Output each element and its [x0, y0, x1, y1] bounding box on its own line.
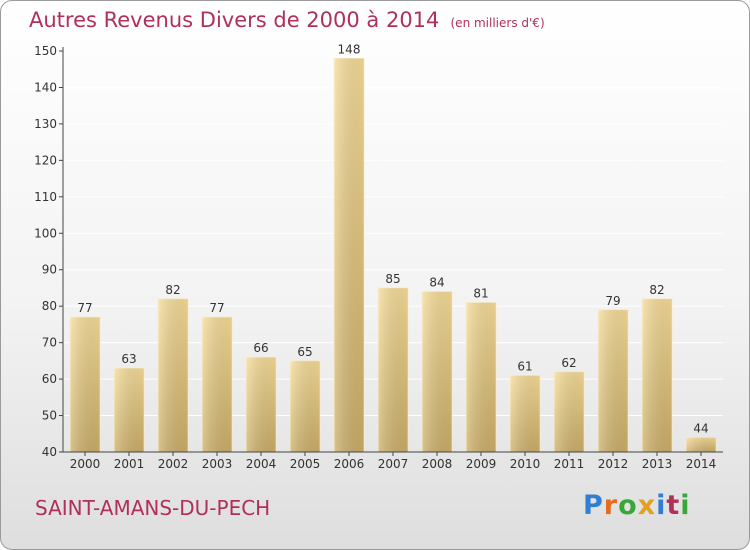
x-tick-label: 2013 — [642, 457, 673, 471]
proxiti-logo: Proxiti — [583, 490, 691, 521]
logo-letter: P — [583, 490, 604, 521]
x-tick-label: 2009 — [466, 457, 497, 471]
logo-letter: i — [680, 490, 691, 521]
value-label-2011: 62 — [561, 356, 576, 370]
y-tick-label: 40 — [42, 445, 57, 459]
y-tick-label: 50 — [42, 409, 57, 423]
value-label-2010: 61 — [517, 359, 532, 373]
value-label-2009: 81 — [473, 287, 488, 301]
value-label-2006: 148 — [338, 42, 361, 56]
x-tick-label: 2002 — [158, 457, 189, 471]
logo-letter: i — [656, 490, 667, 521]
y-tick-label: 140 — [34, 80, 57, 94]
value-label-2000: 77 — [77, 301, 92, 315]
x-tick-label: 2014 — [686, 457, 717, 471]
bar-shade-2007 — [378, 287, 408, 452]
x-tick-label: 2003 — [202, 457, 233, 471]
x-tick-label: 2000 — [70, 457, 101, 471]
commune-name: SAINT-AMANS-DU-PECH — [35, 496, 271, 520]
bar-shade-2011 — [554, 371, 584, 452]
value-label-2013: 82 — [649, 283, 664, 297]
bar-shade-2012 — [598, 309, 628, 452]
chart-title: Autres Revenus Divers de 2000 à 2014 (en… — [29, 8, 545, 32]
y-tick-label: 110 — [34, 190, 57, 204]
bar-shade-2008 — [422, 291, 452, 452]
x-tick-label: 2004 — [246, 457, 277, 471]
logo-letter: t — [666, 490, 681, 521]
bars: 77 63 82 77 66 65 148 85 84 81 61 62 79 82 44 — [69, 42, 717, 453]
x-tick-label: 2005 — [290, 457, 321, 471]
y-tick-label: 130 — [34, 117, 57, 131]
logo-letter: r — [603, 490, 619, 521]
x-tick-label: 2008 — [422, 457, 453, 471]
value-label-2005: 65 — [297, 345, 312, 359]
bar-shade-2003 — [202, 317, 232, 452]
bar-shade-2002 — [158, 298, 188, 452]
value-label-2002: 82 — [165, 283, 180, 297]
y-tick-label: 90 — [42, 263, 57, 277]
value-label-2007: 85 — [385, 272, 400, 286]
bar-shade-2004 — [246, 357, 276, 452]
title-text: Autres Revenus Divers de 2000 à 2014 — [29, 8, 440, 32]
value-label-2003: 77 — [209, 301, 224, 315]
bar-shade-2006 — [334, 58, 364, 453]
value-label-2008: 84 — [429, 276, 444, 290]
value-label-2012: 79 — [605, 294, 620, 308]
bar-shade-2000 — [70, 317, 100, 452]
value-label-2001: 63 — [121, 352, 136, 366]
x-tick-label: 2010 — [510, 457, 541, 471]
y-tick-label: 150 — [34, 44, 57, 58]
bar-shade-2013 — [642, 298, 672, 452]
logo-letter: x — [637, 490, 657, 521]
bar-shade-2009 — [466, 302, 496, 452]
bar-shade-2010 — [510, 375, 540, 452]
y-tick-label: 80 — [42, 299, 57, 313]
x-tick-label: 2012 — [598, 457, 629, 471]
y-tick-label: 60 — [42, 372, 57, 386]
x-tick-label: 2007 — [378, 457, 409, 471]
value-label-2004: 66 — [253, 341, 268, 355]
x-tick-label: 2006 — [334, 457, 365, 471]
bar-shade-2005 — [290, 360, 320, 452]
y-tick-label: 120 — [34, 153, 57, 167]
value-label-2014: 44 — [693, 421, 708, 435]
axes: 40 50 60 70 80 90 100 110 120 130 140 150 2000 2001 20… — [34, 44, 723, 471]
bar-shade-2014 — [686, 437, 716, 452]
x-tick-label: 2011 — [554, 457, 585, 471]
logo-letter: o — [618, 490, 638, 521]
bar-shade-2001 — [114, 368, 144, 452]
y-tick-label: 70 — [42, 336, 57, 350]
y-tick-label: 100 — [34, 226, 57, 240]
title-unit: (en milliers d'€) — [450, 16, 545, 30]
x-tick-label: 2001 — [114, 457, 145, 471]
